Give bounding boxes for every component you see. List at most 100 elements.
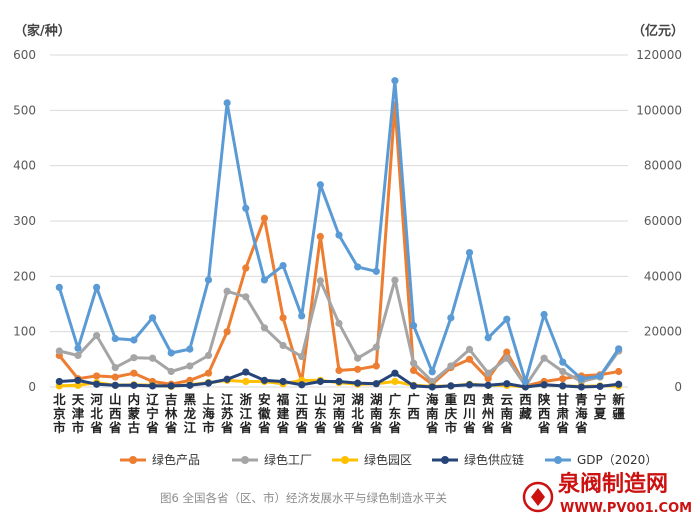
data-point [428,377,436,386]
watermark: 泉阀制造网 WWW.PV001.COM [522,471,692,516]
data-point [242,377,250,386]
data-point [204,351,213,360]
data-point [447,362,455,370]
category-label: 山东省 [313,392,327,435]
data-point [242,264,250,272]
category-label: 内蒙古 [128,392,141,435]
data-point [204,379,213,387]
data-point [615,380,623,388]
data-point [596,372,604,380]
data-point [540,354,548,362]
series-line [57,79,620,384]
category-label: 天津市 [72,392,85,435]
category-label: 河北省 [89,392,103,435]
data-point [298,352,306,361]
right-tick-label: 0 [674,380,682,394]
data-point [167,349,175,357]
data-point [111,334,119,343]
data-point [409,321,418,330]
legend-label: 绿色供应链 [464,452,524,467]
category-label: 安徽省 [257,392,271,435]
data-point [242,368,250,376]
data-point [316,277,324,285]
series-3 [55,368,623,391]
data-point [74,376,82,384]
left-tick-label: 100 [13,325,36,339]
data-point [615,345,623,353]
data-point [521,383,530,391]
data-point [409,382,418,390]
category-label: 西藏 [519,392,532,421]
right-tick-label: 20000 [644,325,682,339]
category-label: 广东省 [388,392,402,435]
data-point [279,341,287,350]
data-point [316,181,324,189]
data-point [298,312,306,320]
data-point [428,368,436,376]
data-point [93,283,101,291]
data-point [596,382,604,391]
data-point [540,310,548,319]
data-point [93,380,101,388]
category-label: 湖北省 [350,392,364,435]
watermark-text: 泉阀制造网 [558,471,668,497]
legend-item: 绿色产品 [120,452,200,467]
data-point [74,351,82,360]
data-point [354,379,362,387]
category-label: 浙江省 [239,392,253,435]
data-point [260,276,269,284]
data-point [484,369,492,377]
data-point [409,359,418,367]
category-label: 四川省 [462,392,476,435]
category-label: 青海省 [574,392,588,435]
left-tick-label: 600 [13,48,36,62]
data-point [335,319,343,327]
category-label: 贵州省 [481,392,495,435]
category-label: 云南省 [500,392,514,435]
data-point [559,375,567,383]
data-point [242,293,250,301]
series-0 [55,101,623,390]
chart-caption: 图6 全国各省（区、市）经济发展水平与绿色制造水平关 [160,491,447,505]
data-point [372,362,380,370]
left-tick-label: 400 [13,159,36,173]
data-point [372,380,380,388]
legend-label: 绿色产品 [152,452,200,467]
legend-item: GDP（2020） [545,453,657,467]
data-point [55,347,63,355]
data-point [130,381,138,389]
category-label: 江苏省 [220,392,234,435]
series-lines [55,77,623,391]
category-label: 重庆市 [444,392,458,435]
data-point [503,380,511,388]
data-point [111,364,119,372]
data-point [223,328,231,336]
legend-swatch-marker [241,456,249,464]
left-tick-label: 500 [13,103,36,117]
data-point [484,381,492,389]
category-label: 辽宁省 [145,392,159,435]
data-point [447,314,455,322]
data-point [148,382,157,390]
left-axis-ticks: 0 100 200 300 400 500 600 [13,48,36,394]
category-label: 吉林省 [164,392,178,435]
data-point [260,324,269,332]
data-point [55,377,63,386]
data-point [279,377,287,386]
right-tick-label: 120000 [636,48,682,62]
data-point [130,336,138,344]
legend-item: 绿色园区 [332,452,412,467]
data-point [167,382,175,390]
data-point [447,382,455,390]
gridlines [50,54,628,388]
category-label: 甘肃省 [555,392,569,435]
legend-label: 绿色工厂 [264,452,312,467]
data-point [93,331,101,340]
category-label: 广西 [407,392,420,421]
right-tick-label: 60000 [644,214,682,228]
data-point [130,354,138,362]
data-point [223,99,231,107]
category-label: 北京市 [53,392,66,435]
legend-item: 绿色供应链 [432,452,524,467]
data-point [335,366,343,374]
